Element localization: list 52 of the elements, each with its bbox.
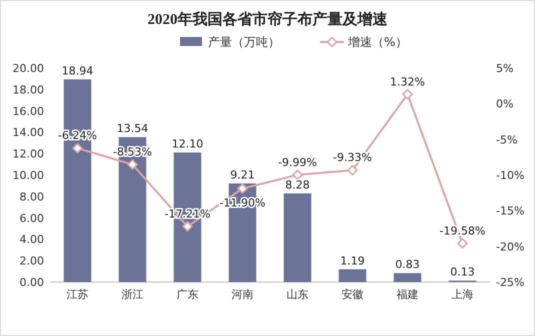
y-tick-label: 4.00 bbox=[20, 233, 44, 246]
legend-label: 产量（万吨） bbox=[208, 35, 280, 49]
y-tick-label: 18.00 bbox=[12, 83, 44, 96]
y-tick-label: 12.00 bbox=[12, 148, 44, 161]
y-tick-label: 8.00 bbox=[20, 190, 44, 204]
y2-tick-label: 5% bbox=[496, 62, 514, 75]
data-label: 1.32% bbox=[390, 75, 425, 88]
data-label: -9.33% bbox=[333, 151, 372, 164]
data-label: 18.94 bbox=[62, 64, 94, 78]
point bbox=[292, 170, 303, 180]
x-tick-label: 福建 bbox=[396, 288, 418, 301]
bar bbox=[338, 269, 366, 282]
x-tick-label: 安徽 bbox=[342, 288, 364, 301]
data-label: 0.83 bbox=[395, 258, 420, 272]
y2-tick-label: 0% bbox=[496, 98, 514, 111]
point bbox=[127, 159, 138, 170]
legend-label: 增速（%） bbox=[347, 35, 408, 49]
y-tick-label: 0.00 bbox=[20, 276, 44, 289]
y2-tick-label: -20% bbox=[496, 240, 524, 254]
point bbox=[457, 238, 468, 249]
y-tick-label: 16.00 bbox=[12, 104, 44, 118]
data-label: 12.10 bbox=[172, 138, 204, 151]
point bbox=[347, 164, 358, 176]
x-tick-label: 河南 bbox=[232, 288, 254, 301]
x-tick-label: 江苏 bbox=[66, 288, 88, 301]
y2-tick-label: -15% bbox=[496, 204, 524, 218]
y-tick-label: 20.00 bbox=[12, 62, 44, 75]
x-tick-label: 山东 bbox=[286, 288, 308, 301]
data-label: 13.54 bbox=[116, 122, 148, 136]
y2-tick-label: -5% bbox=[496, 133, 518, 146]
point bbox=[182, 221, 193, 232]
y-tick-label: 6.00 bbox=[20, 212, 44, 225]
data-label: -19.58% bbox=[440, 224, 486, 238]
point bbox=[402, 89, 413, 100]
y-tick-label: 14.00 bbox=[12, 126, 44, 140]
y-tick-label: 2.00 bbox=[20, 254, 44, 268]
data-label: 0.13 bbox=[450, 266, 475, 279]
data-label: -9.99% bbox=[278, 156, 317, 169]
data-label: 9.21 bbox=[230, 168, 255, 182]
x-tick-label: 广东 bbox=[176, 288, 198, 301]
data-label: 8.28 bbox=[285, 178, 310, 192]
point bbox=[72, 142, 83, 154]
y-tick-label: 10.00 bbox=[12, 169, 44, 182]
x-tick-label: 浙江 bbox=[122, 288, 144, 301]
y2-tick-label: -10% bbox=[496, 169, 524, 182]
point bbox=[237, 183, 248, 194]
bar bbox=[394, 273, 422, 282]
y2-tick-label: -25% bbox=[496, 276, 524, 289]
bar bbox=[284, 193, 312, 282]
data-label: 1.19 bbox=[340, 254, 365, 268]
chart-title: 2020年我国各省市帘子布产量及增速 bbox=[148, 10, 388, 28]
x-tick-label: 上海 bbox=[452, 288, 474, 301]
